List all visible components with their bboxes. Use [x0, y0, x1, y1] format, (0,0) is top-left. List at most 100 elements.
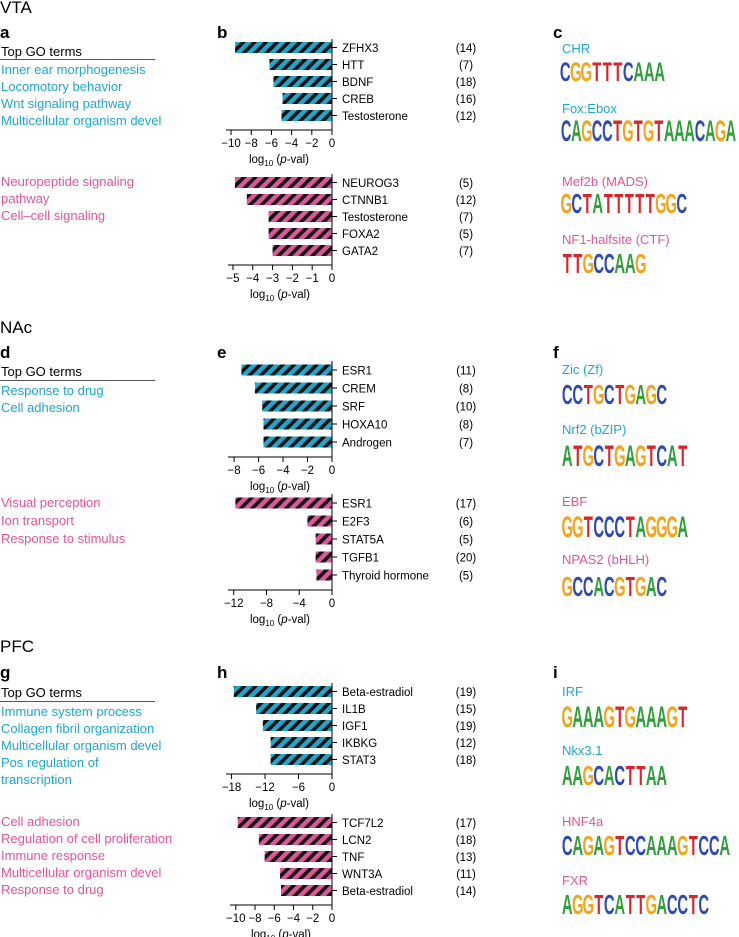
panel-label-g: g — [0, 663, 11, 682]
count-label: (7) — [459, 212, 473, 224]
logo-letter: G — [645, 511, 657, 544]
logo-letter: A — [625, 248, 636, 279]
logo-letter: C — [656, 571, 667, 602]
logo-letter: T — [647, 440, 656, 473]
x-axis-label: log10 (p-val) — [249, 798, 309, 812]
log-argument: (p-val) — [275, 929, 311, 937]
logo-letter: A — [667, 440, 678, 473]
count-label: (16) — [456, 94, 477, 106]
logo-letter: C — [635, 830, 646, 861]
logo-letter: T — [583, 188, 592, 219]
x-tick-label: −8 — [245, 138, 258, 150]
logo-letter: C — [571, 188, 582, 219]
logo-letter: T — [635, 188, 644, 219]
bar — [268, 228, 332, 239]
logo-letter: T — [678, 440, 687, 473]
logo-letter: G — [582, 889, 594, 920]
go-title: Top GO terms — [1, 44, 82, 59]
logo-letter: T — [626, 760, 635, 791]
bar — [281, 110, 332, 121]
logo-letter: G — [656, 511, 668, 544]
category-label: IKBKG — [342, 738, 377, 750]
category-label: Testosterone — [342, 212, 408, 224]
logo-letter: G — [655, 188, 667, 219]
log-argument: (p-val) — [273, 798, 309, 810]
logo-letter: A — [646, 571, 657, 602]
logo-letter: C — [614, 760, 625, 791]
logo-letter: T — [615, 379, 624, 410]
bar — [307, 515, 332, 527]
logo-letter: T — [584, 379, 593, 410]
category-label: E2F3 — [342, 517, 370, 529]
count-label: (19) — [456, 721, 477, 733]
logo-letter: C — [695, 114, 706, 147]
logo-letter: G — [582, 830, 594, 861]
logo-letter: T — [678, 701, 687, 734]
motif-name: HNF4a — [562, 814, 604, 829]
logo-letter: G — [666, 511, 678, 544]
logo-letter: T — [634, 114, 643, 147]
logo-letter: A — [684, 114, 695, 147]
logo-letter: T — [584, 511, 593, 544]
x-tick-label: −10 — [221, 138, 241, 150]
logo-letter: C — [604, 571, 615, 602]
logo-letter: A — [593, 830, 604, 861]
logo-letter: C — [593, 248, 604, 279]
x-tick-label: −5 — [226, 273, 239, 285]
logo-letter: A — [656, 760, 667, 791]
bar — [269, 59, 332, 70]
bar — [268, 211, 332, 222]
category-label: HOXA10 — [342, 420, 387, 432]
logo-letter: G — [635, 248, 647, 279]
logo-letter: T — [573, 248, 582, 279]
bar — [254, 382, 332, 394]
p-italic: p — [279, 154, 287, 166]
logo-letter: G — [561, 511, 573, 544]
x-tick-label: −18 — [222, 782, 242, 794]
count-label: (14) — [456, 886, 477, 898]
x-tick-label: 0 — [329, 913, 335, 925]
sequence-logo: G C T A T T T T T GG C — [560, 188, 687, 219]
go-term-down: Response to stimulus — [1, 531, 126, 546]
logo-letter: T — [646, 188, 655, 219]
logo-letter: C — [604, 248, 615, 279]
go-term-down: Visual perception — [1, 495, 101, 510]
count-label: (8) — [459, 384, 473, 396]
logo-letter: A — [572, 760, 583, 791]
region-title-vta: VTA — [0, 0, 32, 17]
go-title: Top GO terms — [1, 685, 82, 700]
x-tick-label: −12 — [255, 782, 275, 794]
count-label: (19) — [456, 687, 477, 699]
count-label: (14) — [456, 43, 477, 55]
x-tick-label: −8 — [260, 598, 273, 610]
count-label: (17) — [456, 818, 477, 830]
category-label: Testosterone — [342, 111, 408, 123]
log-subscript: 10 — [265, 294, 274, 303]
logo-letter: C — [656, 440, 667, 473]
go-term-up: Multicellular organism devel — [1, 113, 162, 128]
p-italic: p — [280, 614, 288, 626]
panel-label-i: i — [553, 663, 558, 682]
logo-letter: G — [593, 379, 605, 410]
logo-letter: C — [593, 440, 604, 473]
logo-letter: A — [726, 114, 737, 147]
category-label: TNF — [342, 852, 364, 864]
panel-label-b: b — [217, 23, 228, 42]
go-title-rule — [0, 59, 155, 60]
bar — [263, 436, 332, 448]
logo-letter: C — [561, 114, 572, 147]
logo-letter: T — [636, 889, 645, 920]
category-label: ESR1 — [342, 366, 372, 378]
category-label: FOXA2 — [342, 229, 380, 241]
log-argument: (p-val) — [273, 154, 309, 166]
logo-letter: T — [625, 188, 634, 219]
go-term-down: Regulation of cell proliferation — [1, 831, 173, 846]
bar — [272, 245, 332, 256]
category-label: TCF7L2 — [342, 818, 384, 830]
sequence-logo: C GG T T T C A A A — [560, 58, 665, 88]
logo-letter: C — [593, 760, 604, 791]
panel-label-f: f — [553, 343, 559, 362]
bar — [280, 868, 332, 879]
x-tick-label: 0 — [329, 138, 335, 150]
go-title-rule — [0, 380, 155, 381]
